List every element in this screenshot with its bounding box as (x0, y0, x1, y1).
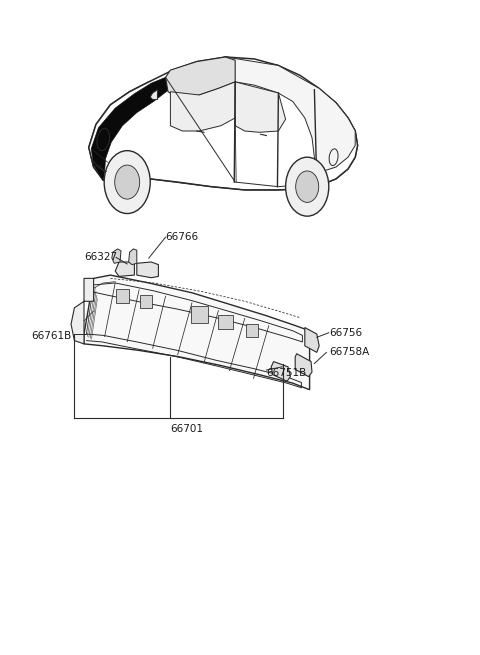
Text: 66761B: 66761B (31, 331, 72, 341)
Text: H: H (97, 165, 101, 170)
FancyBboxPatch shape (218, 315, 233, 329)
Polygon shape (89, 57, 358, 190)
Text: 66758A: 66758A (329, 347, 369, 358)
Text: 66756: 66756 (329, 328, 362, 338)
Polygon shape (129, 249, 137, 265)
Polygon shape (271, 362, 290, 381)
Text: 66766: 66766 (166, 232, 199, 242)
Polygon shape (150, 90, 157, 100)
Polygon shape (173, 57, 355, 172)
FancyBboxPatch shape (191, 306, 207, 322)
Circle shape (104, 151, 150, 214)
Polygon shape (84, 275, 310, 390)
Polygon shape (91, 77, 173, 180)
Circle shape (296, 171, 319, 202)
Polygon shape (295, 354, 312, 377)
Text: 66327: 66327 (84, 252, 117, 263)
FancyBboxPatch shape (246, 324, 258, 337)
Polygon shape (235, 82, 286, 132)
Polygon shape (305, 328, 319, 352)
Polygon shape (137, 262, 158, 278)
Polygon shape (71, 278, 94, 344)
Circle shape (286, 157, 329, 216)
Text: 66751B: 66751B (266, 368, 307, 379)
Polygon shape (112, 249, 121, 263)
Circle shape (115, 165, 140, 199)
Polygon shape (166, 57, 235, 100)
FancyBboxPatch shape (116, 289, 129, 303)
Polygon shape (170, 82, 235, 131)
Polygon shape (115, 262, 134, 276)
Text: 66701: 66701 (171, 424, 204, 434)
FancyBboxPatch shape (140, 295, 153, 308)
